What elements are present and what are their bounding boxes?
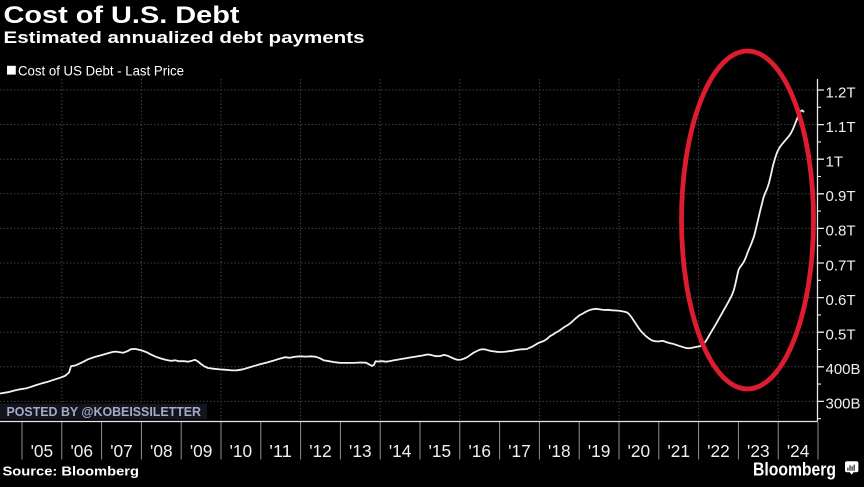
svg-text:'23: '23 [747,441,770,461]
svg-text:Cost of U.S. Debt: Cost of U.S. Debt [4,2,240,29]
svg-text:'09: '09 [190,441,213,461]
svg-text:'16: '16 [468,441,491,461]
svg-text:'21: '21 [667,441,690,461]
svg-text:'13: '13 [349,441,372,461]
svg-text:'22: '22 [707,441,730,461]
svg-text:'19: '19 [588,441,611,461]
svg-text:300B: 300B [826,396,861,413]
svg-text:'08: '08 [150,441,173,461]
svg-text:'20: '20 [628,441,651,461]
svg-text:POSTED BY @KOBEISSILETTER: POSTED BY @KOBEISSILETTER [7,405,202,419]
svg-text:0.5T: 0.5T [826,327,856,344]
svg-text:Cost of US Debt - Last Price: Cost of US Debt - Last Price [18,62,184,78]
svg-text:'18: '18 [548,441,571,461]
svg-text:0.8T: 0.8T [826,223,856,240]
svg-text:'10: '10 [230,441,253,461]
svg-text:Bloomberg: Bloomberg [753,459,836,480]
svg-text:0.6T: 0.6T [826,292,856,309]
svg-text:'06: '06 [70,441,93,461]
svg-text:Estimated annualized debt paym: Estimated annualized debt payments [4,28,365,47]
svg-text:400B: 400B [826,361,861,378]
svg-text:'11: '11 [269,441,292,461]
svg-text:'15: '15 [429,441,452,461]
svg-text:'24: '24 [787,441,810,461]
svg-text:1.2T: 1.2T [826,84,856,101]
svg-text:'05: '05 [31,441,54,461]
svg-text:'12: '12 [309,441,332,461]
svg-text:1.1T: 1.1T [826,119,856,136]
svg-text:'07: '07 [110,441,133,461]
svg-text:'17: '17 [508,441,531,461]
svg-text:Source: Bloomberg: Source: Bloomberg [3,464,140,479]
svg-text:0.9T: 0.9T [826,188,856,205]
svg-text:'14: '14 [389,441,412,461]
svg-text:0.7T: 0.7T [826,257,856,274]
svg-text:1T: 1T [826,154,844,171]
